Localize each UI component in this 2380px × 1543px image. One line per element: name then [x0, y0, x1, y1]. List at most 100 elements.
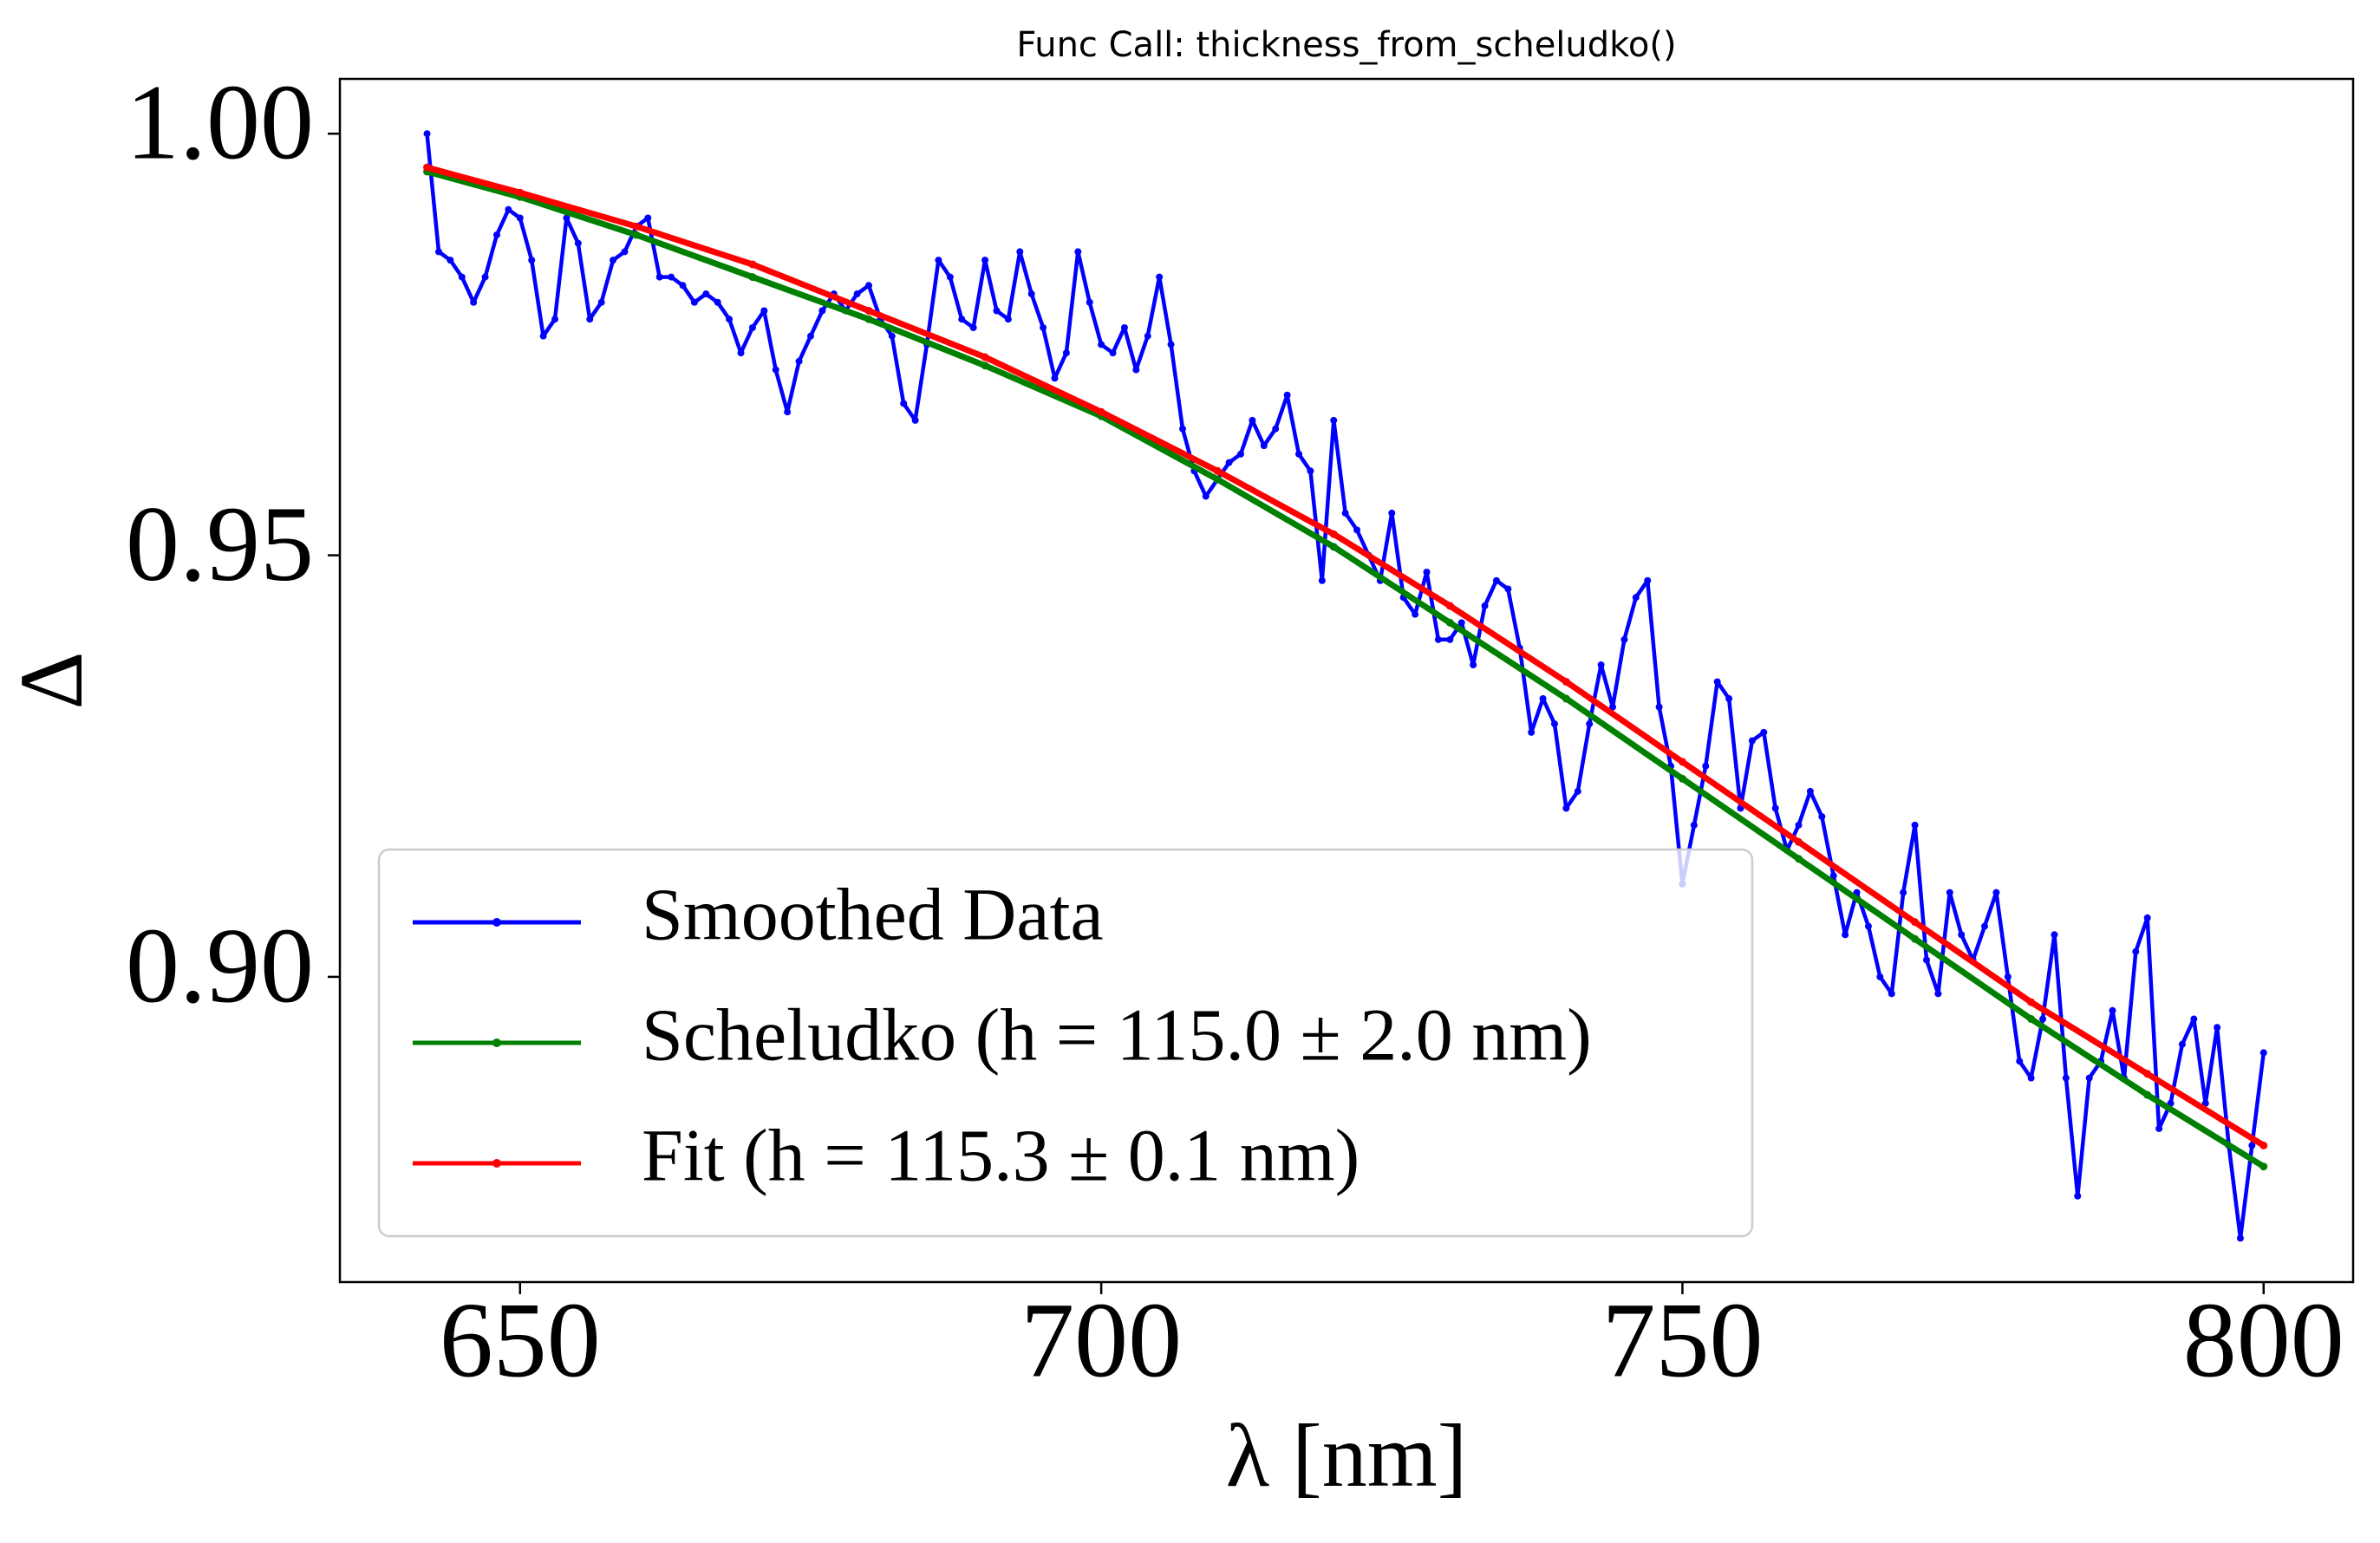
data-point: [806, 332, 814, 340]
data-point: [1864, 922, 1872, 930]
data-point: [1795, 837, 1803, 846]
x-tick-label: 700: [1020, 1280, 1182, 1399]
data-point: [1283, 391, 1291, 399]
data-point: [447, 257, 454, 264]
data-point: [434, 248, 442, 256]
data-point: [470, 298, 478, 306]
data-point: [1098, 341, 1105, 348]
data-point: [1086, 298, 1093, 306]
data-point: [1074, 248, 1082, 256]
data-point: [1492, 576, 1500, 584]
legend-box: [377, 848, 1754, 1238]
data-point: [1144, 332, 1151, 340]
data-point: [772, 366, 779, 374]
data-point: [1388, 509, 1396, 517]
data-point: [2155, 1124, 2163, 1132]
data-point: [981, 361, 989, 370]
data-point: [946, 273, 954, 281]
legend-label: Fit (h = 115.3 ± 0.1 nm): [642, 1114, 1360, 1197]
data-point: [1632, 594, 1640, 602]
data-point: [1992, 889, 2000, 896]
data-point: [1446, 635, 1454, 643]
data-point: [2143, 1070, 2152, 1078]
data-point: [1771, 804, 1779, 812]
data-point: [1795, 821, 1803, 829]
data-point: [644, 214, 652, 222]
data-point: [1318, 576, 1326, 584]
data-point: [1120, 323, 1128, 331]
data-point: [853, 290, 861, 298]
data-point: [2143, 914, 2151, 921]
data-point: [1900, 889, 1907, 896]
data-point: [2062, 1074, 2070, 1082]
data-point: [1702, 762, 1710, 770]
data-point: [423, 130, 431, 138]
data-point: [1539, 694, 1547, 702]
data-point: [1167, 341, 1175, 348]
data-point: [1295, 450, 1303, 458]
data-point: [748, 323, 756, 331]
data-point: [2016, 1058, 2024, 1065]
x-axis-label: λ [nm]: [1226, 1406, 1468, 1506]
data-point: [1040, 323, 1047, 331]
data-point: [1062, 349, 1070, 357]
data-point: [481, 273, 489, 281]
data-point: [1249, 416, 1256, 424]
y-axis-label: Δ: [2, 652, 101, 710]
data-point: [1678, 774, 1686, 783]
data-point: [1725, 694, 1733, 702]
data-point: [539, 332, 547, 340]
data-point: [2178, 1040, 2186, 1048]
data-point: [655, 273, 663, 281]
data-point: [1748, 737, 1756, 745]
data-point: [1655, 703, 1663, 711]
chart-title: Func Call: thickness_from_scheludko(): [1016, 25, 1676, 65]
data-point: [1445, 602, 1454, 610]
data-point: [864, 282, 872, 290]
x-tick-label: 750: [1601, 1280, 1763, 1399]
data-point: [1795, 855, 1803, 863]
data-point: [1550, 720, 1558, 728]
data-point: [1329, 543, 1338, 551]
data-point: [1156, 273, 1164, 281]
data-point: [2259, 1049, 2267, 1057]
data-point: [1237, 450, 1245, 458]
data-point: [2259, 1162, 2268, 1171]
legend-label: Scheludko (h = 115.0 ± 2.0 nm): [642, 993, 1592, 1077]
legend-marker: [492, 1038, 501, 1047]
data-point: [2051, 931, 2058, 939]
data-point: [1760, 728, 1768, 736]
data-point: [2143, 1091, 2152, 1099]
data-point: [714, 298, 721, 306]
data-point: [1818, 813, 1826, 821]
data-point: [1132, 366, 1140, 374]
data-point: [1434, 635, 1442, 643]
y-tick-label: 0.95: [126, 485, 314, 603]
data-point: [911, 416, 919, 424]
data-point: [1051, 374, 1059, 382]
data-point: [1225, 459, 1233, 466]
data-point: [1457, 619, 1465, 627]
data-point: [1597, 661, 1605, 669]
data-point: [2109, 1006, 2116, 1014]
data-point: [1644, 576, 1652, 584]
data-point: [1690, 821, 1698, 829]
data-point: [1911, 821, 1919, 829]
data-point: [1829, 872, 1837, 880]
data-point: [1911, 918, 1920, 927]
data-point: [2027, 1074, 2035, 1082]
legend-marker: [492, 1159, 501, 1168]
data-point: [1272, 425, 1280, 433]
data-point: [981, 257, 989, 264]
data-point: [1213, 466, 1222, 475]
data-point: [2039, 1015, 2047, 1023]
data-point: [505, 205, 512, 213]
data-point: [726, 316, 734, 323]
data-point: [1713, 678, 1721, 686]
data-point: [458, 273, 466, 281]
data-point: [748, 273, 757, 282]
data-point: [748, 260, 757, 269]
data-point: [1934, 990, 1942, 998]
data-point: [1307, 467, 1314, 475]
